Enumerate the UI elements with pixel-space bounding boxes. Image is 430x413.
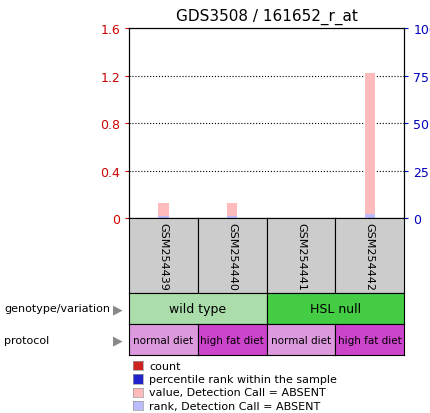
Text: HSL null: HSL null (310, 302, 361, 315)
Bar (227, 216, 237, 219)
Text: GSM254442: GSM254442 (365, 222, 375, 290)
Text: ▶: ▶ (113, 333, 123, 346)
Text: GSM254441: GSM254441 (296, 222, 306, 290)
Text: ▶: ▶ (113, 302, 123, 315)
Text: count: count (149, 361, 181, 371)
Text: normal diet: normal diet (133, 335, 194, 345)
Text: wild type: wild type (169, 302, 226, 315)
Text: high fat diet: high fat diet (338, 335, 402, 345)
Text: normal diet: normal diet (271, 335, 331, 345)
Bar (365, 74, 375, 219)
Title: GDS3508 / 161652_r_at: GDS3508 / 161652_r_at (176, 9, 357, 25)
Bar (227, 204, 237, 219)
Text: GSM254440: GSM254440 (227, 222, 237, 290)
Bar (158, 216, 169, 219)
Bar (365, 214, 375, 219)
Bar (158, 204, 169, 219)
Text: rank, Detection Call = ABSENT: rank, Detection Call = ABSENT (149, 401, 320, 411)
Text: high fat diet: high fat diet (200, 335, 264, 345)
Text: genotype/variation: genotype/variation (4, 304, 111, 314)
Text: value, Detection Call = ABSENT: value, Detection Call = ABSENT (149, 387, 326, 397)
Text: GSM254439: GSM254439 (158, 222, 169, 290)
Text: percentile rank within the sample: percentile rank within the sample (149, 374, 337, 384)
Text: protocol: protocol (4, 335, 49, 345)
